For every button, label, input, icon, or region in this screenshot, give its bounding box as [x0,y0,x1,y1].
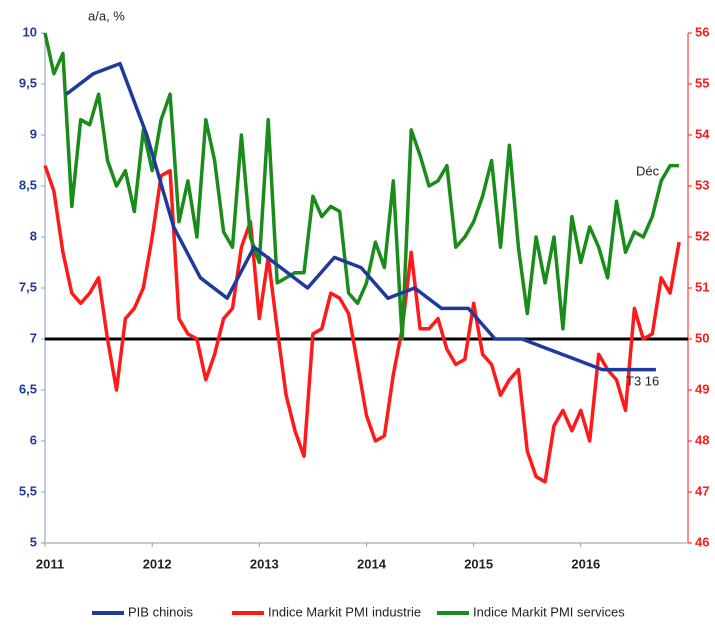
y2-tick-label: 52 [695,228,709,243]
x-tick-label: 2015 [464,556,493,571]
y-tick-label: 9 [30,126,37,141]
y2-tick-label: 53 [695,177,709,192]
annotation: a/a, % [88,8,125,23]
y2-tick-label: 46 [695,534,709,549]
legend-label: Indice Markit PMI industrie [268,604,421,619]
y-tick-label: 5,5 [19,483,37,498]
y2-tick-label: 54 [695,126,710,141]
y2-tick-label: 51 [695,279,709,294]
annotation: Déc [636,163,660,178]
y2-tick-label: 49 [695,381,709,396]
annotation: T3 16 [626,373,659,388]
series-line [43,32,680,341]
y2-tick-label: 47 [695,483,709,498]
series-line [65,61,656,372]
y2-tick-label: 55 [695,75,709,90]
y-tick-label: 6 [30,432,37,447]
x-tick-label: 2013 [250,556,279,571]
x-tick-label: 2014 [357,556,387,571]
y2-tick-label: 48 [695,432,709,447]
legend-label: PIB chinois [128,604,194,619]
y-tick-label: 7,5 [19,279,37,294]
y-tick-label: 10 [23,24,37,39]
legend-label: Indice Markit PMI services [473,604,625,619]
x-tick-label: 2012 [143,556,172,571]
x-tick-label: 2011 [36,556,64,571]
y-tick-label: 5 [30,534,37,549]
y-tick-label: 8,5 [19,177,37,192]
y-tick-label: 8 [30,228,37,243]
x-tick-label: 2016 [571,556,600,571]
y-tick-label: 7 [30,330,37,345]
y2-tick-label: 50 [695,330,709,345]
y-tick-label: 9,5 [19,75,37,90]
y2-tick-label: 56 [695,24,709,39]
y-tick-label: 6,5 [19,381,37,396]
series-line [43,165,681,484]
